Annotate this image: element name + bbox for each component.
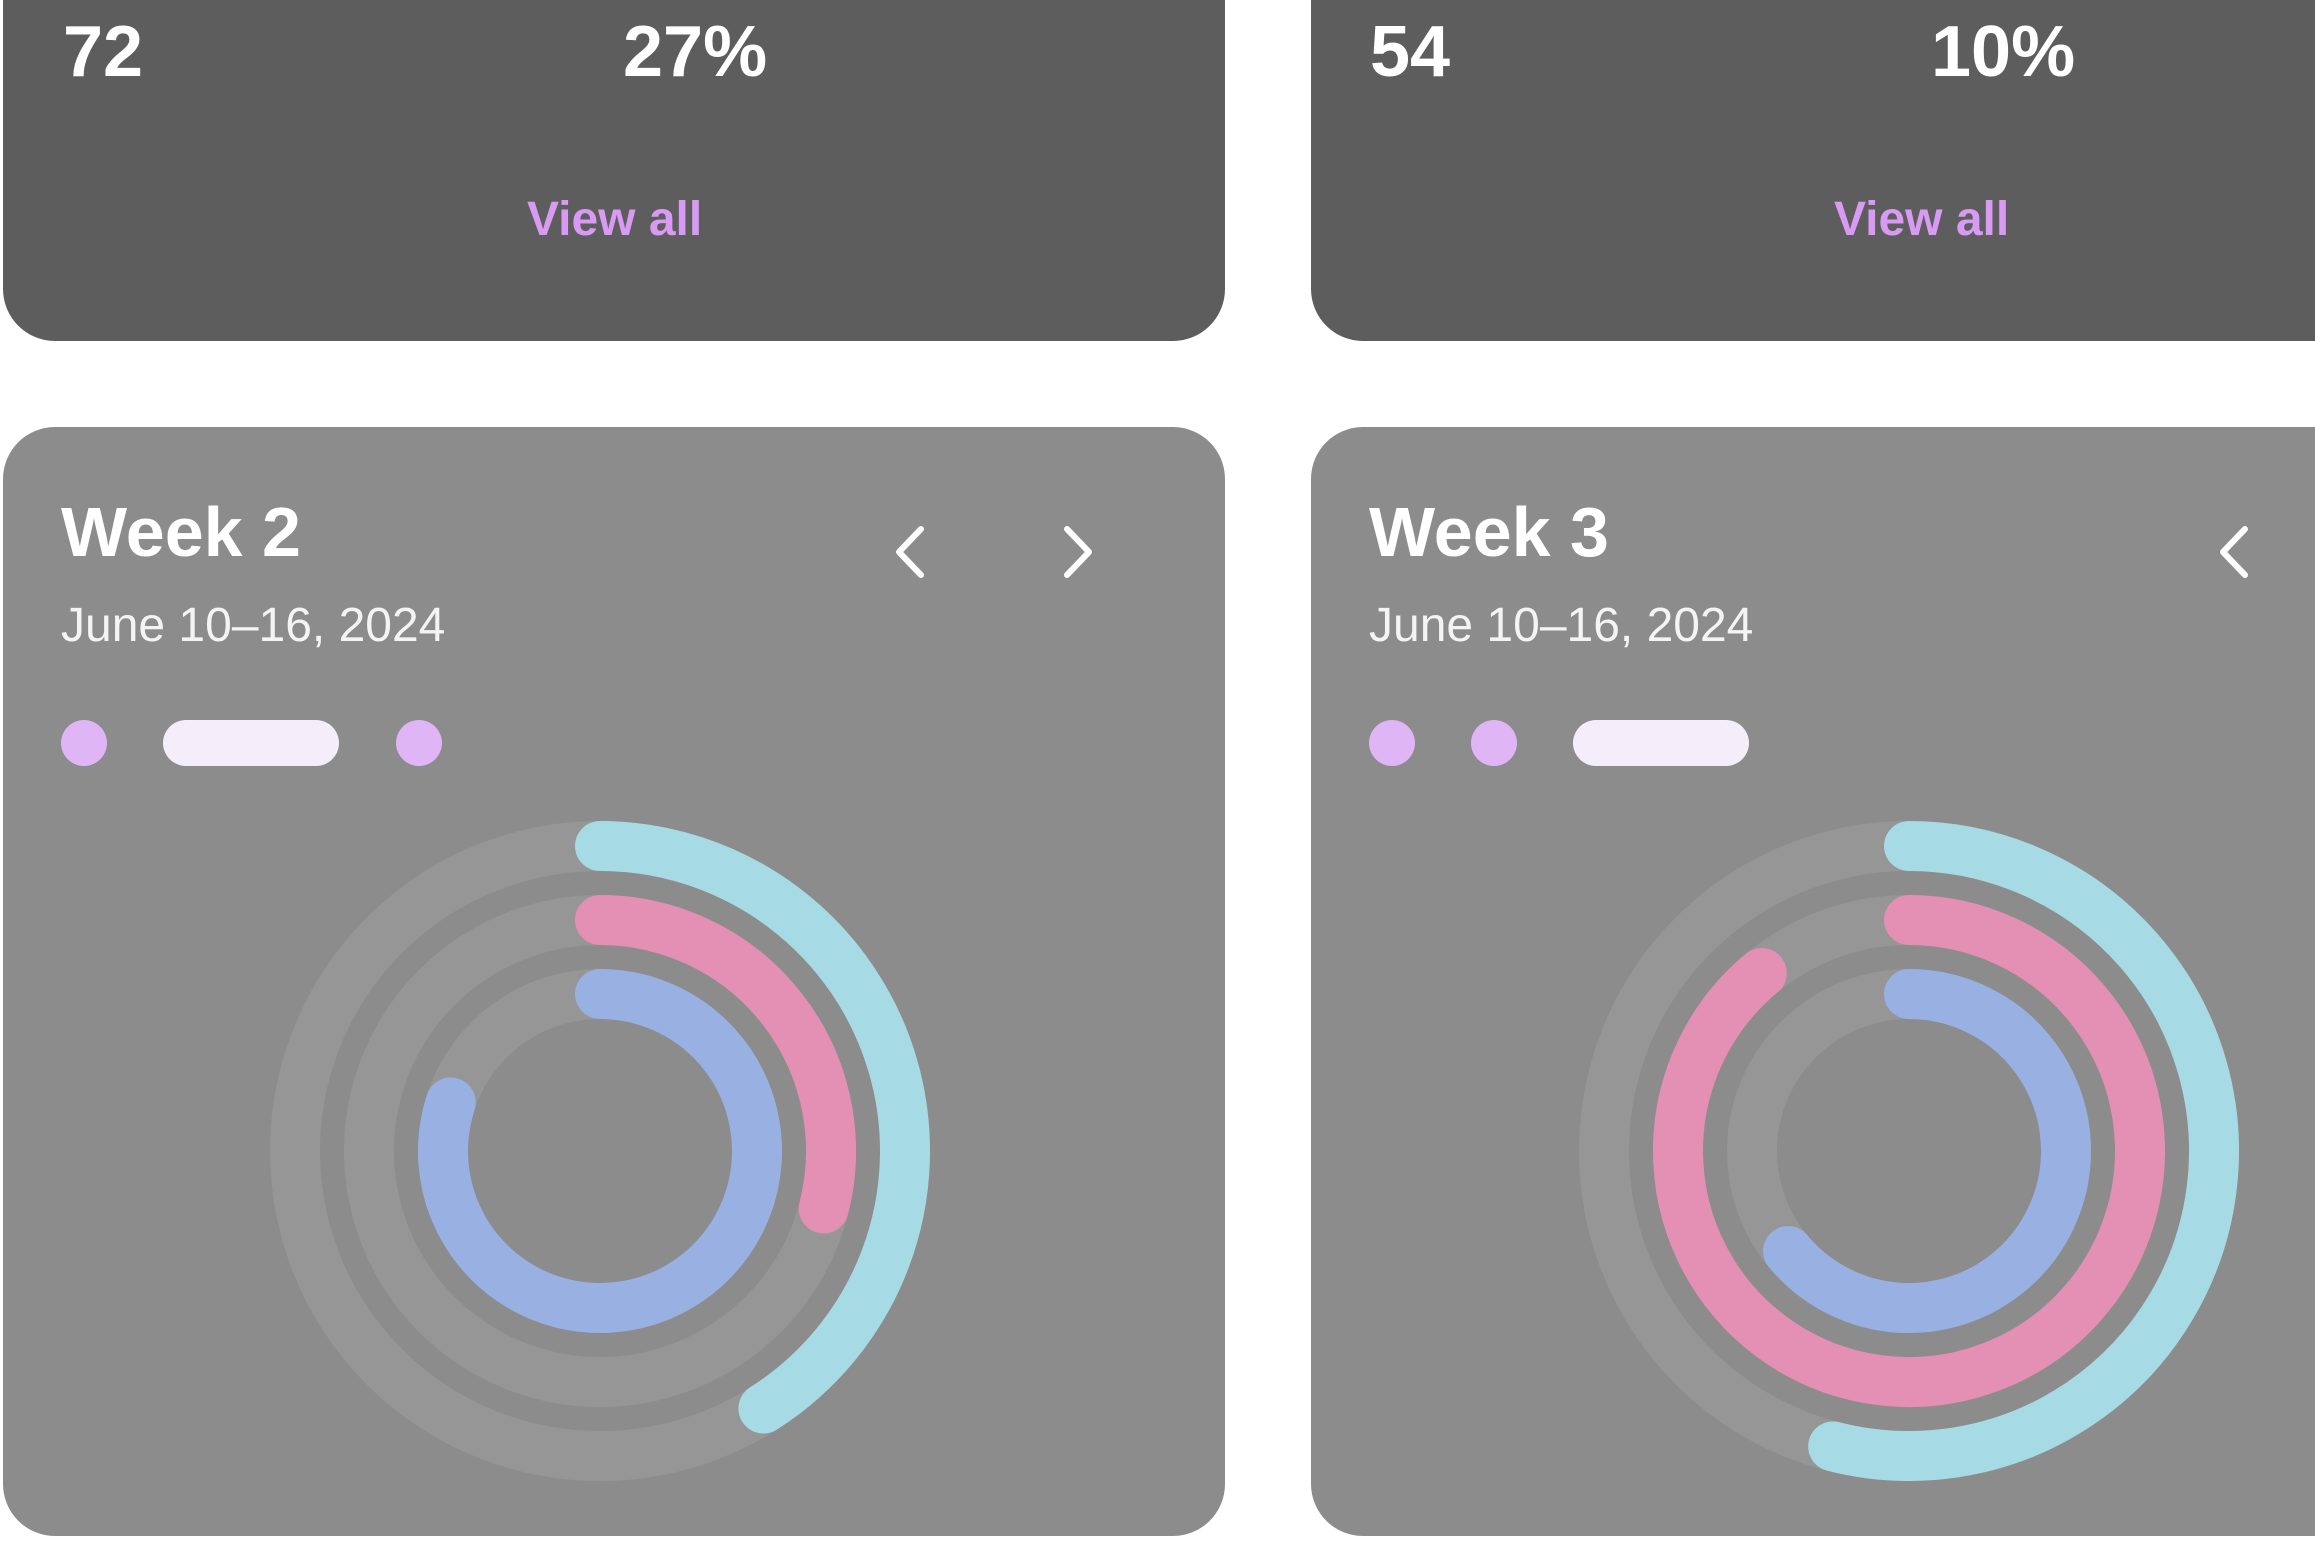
ring-progress-outer [1808,821,2239,1481]
chevron-right-icon[interactable] [1039,517,1109,587]
activity-rings [1579,821,2239,1481]
summary-card-2: 54 10% View all [1311,0,2315,341]
ring-progress-inner [1763,969,2091,1333]
week-card-3: Week 3 June 10–16, 2024 [1311,427,2315,1536]
ring-progress-middle [1653,895,2165,1407]
activity-rings [270,821,930,1481]
chevron-left-icon[interactable] [2203,517,2273,587]
ring-progress-middle [575,895,856,1234]
ring-progress-inner [418,969,782,1333]
indicator-pill-active[interactable] [163,720,339,766]
summary-card-1: 72 27% View all [3,0,1225,341]
week-card-2: Week 2 June 10–16, 2024 [3,427,1225,1536]
view-all-link[interactable]: View all [1834,193,2010,246]
week-title: Week 2 [61,493,301,571]
ring-progress-outer [575,821,930,1434]
week-title: Week 3 [1369,493,1609,571]
indicator-dot[interactable] [1471,720,1517,766]
chevron-left-icon[interactable] [879,517,949,587]
week-date-range: June 10–16, 2024 [61,599,446,652]
stat-value-right: 27% [623,12,768,92]
indicator-dot[interactable] [61,720,107,766]
indicator-pill-active[interactable] [1573,720,1749,766]
indicator-dot[interactable] [396,720,442,766]
week-date-range: June 10–16, 2024 [1369,599,1754,652]
indicator-dot[interactable] [1369,720,1415,766]
stat-value-right: 10% [1931,12,2076,92]
view-all-link[interactable]: View all [527,193,703,246]
stat-value-left: 72 [63,12,144,92]
stat-value-left: 54 [1370,12,1451,92]
